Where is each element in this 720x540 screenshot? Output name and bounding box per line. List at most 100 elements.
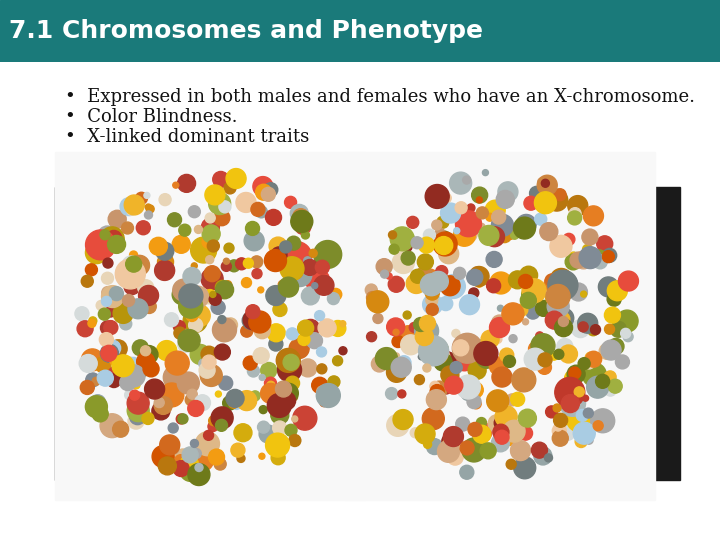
Circle shape (468, 422, 482, 436)
Circle shape (160, 435, 180, 455)
Circle shape (518, 426, 533, 440)
Circle shape (92, 377, 100, 385)
Circle shape (223, 318, 238, 332)
Circle shape (429, 237, 439, 247)
Circle shape (126, 256, 142, 272)
Circle shape (122, 256, 140, 274)
Circle shape (477, 417, 487, 428)
Circle shape (214, 210, 230, 226)
Circle shape (267, 324, 285, 342)
Circle shape (365, 284, 377, 296)
Circle shape (226, 389, 244, 407)
Circle shape (209, 449, 225, 465)
Circle shape (279, 241, 292, 253)
Circle shape (450, 361, 462, 374)
Circle shape (425, 269, 436, 281)
Circle shape (222, 396, 237, 410)
Circle shape (471, 399, 481, 409)
Circle shape (266, 433, 289, 457)
Circle shape (536, 300, 552, 316)
Circle shape (279, 277, 299, 297)
Circle shape (273, 302, 287, 316)
Circle shape (523, 319, 528, 325)
Circle shape (244, 231, 264, 251)
Circle shape (550, 235, 572, 257)
Circle shape (100, 227, 124, 251)
Circle shape (104, 340, 121, 356)
Circle shape (240, 325, 253, 337)
Circle shape (546, 189, 568, 211)
Circle shape (188, 305, 210, 327)
Circle shape (480, 443, 496, 459)
Circle shape (242, 312, 260, 329)
Circle shape (289, 265, 302, 279)
Circle shape (250, 391, 260, 401)
Circle shape (174, 461, 188, 475)
Circle shape (467, 204, 475, 212)
Circle shape (441, 384, 451, 394)
Circle shape (283, 354, 299, 370)
Circle shape (194, 226, 202, 233)
Circle shape (426, 438, 443, 455)
Circle shape (312, 377, 328, 393)
Circle shape (440, 276, 460, 296)
Circle shape (555, 377, 585, 407)
Circle shape (234, 397, 242, 405)
Circle shape (81, 349, 104, 371)
Circle shape (199, 362, 215, 378)
Circle shape (577, 313, 598, 333)
Circle shape (559, 390, 585, 416)
Circle shape (280, 256, 304, 281)
Circle shape (144, 295, 152, 303)
Circle shape (175, 449, 191, 465)
Circle shape (513, 457, 536, 479)
Circle shape (285, 424, 297, 436)
Circle shape (389, 231, 397, 239)
Circle shape (616, 281, 628, 293)
Circle shape (553, 404, 561, 412)
Circle shape (537, 175, 557, 195)
Circle shape (418, 336, 449, 366)
Circle shape (616, 355, 629, 369)
Text: 7.1 Chromosomes and Phenotype: 7.1 Chromosomes and Phenotype (9, 19, 482, 43)
Circle shape (438, 352, 456, 369)
Circle shape (611, 321, 626, 338)
Circle shape (113, 303, 133, 323)
Circle shape (491, 214, 513, 237)
Circle shape (387, 318, 405, 336)
Circle shape (534, 192, 557, 214)
Circle shape (559, 316, 568, 327)
Circle shape (516, 214, 536, 234)
Circle shape (403, 311, 411, 319)
Circle shape (243, 258, 253, 268)
Circle shape (165, 351, 189, 375)
Circle shape (330, 288, 342, 300)
Circle shape (271, 435, 279, 443)
Circle shape (317, 364, 327, 374)
Circle shape (292, 416, 297, 422)
Circle shape (590, 325, 600, 335)
Circle shape (187, 389, 197, 399)
Circle shape (583, 206, 603, 226)
Circle shape (522, 279, 546, 303)
Circle shape (490, 318, 510, 338)
Circle shape (554, 308, 574, 328)
Circle shape (204, 289, 216, 301)
Circle shape (390, 227, 414, 251)
Circle shape (145, 204, 151, 210)
Circle shape (402, 242, 412, 252)
Circle shape (86, 242, 107, 264)
Circle shape (120, 318, 132, 330)
Circle shape (437, 216, 449, 228)
Circle shape (287, 328, 298, 340)
Circle shape (295, 219, 311, 234)
Circle shape (193, 451, 213, 471)
Circle shape (340, 321, 346, 327)
Circle shape (172, 285, 192, 305)
Text: •  X-linked dominant traits: • X-linked dominant traits (65, 128, 310, 146)
Circle shape (154, 396, 172, 414)
Circle shape (496, 396, 508, 408)
Circle shape (266, 286, 286, 306)
Circle shape (503, 420, 525, 442)
Circle shape (317, 386, 328, 398)
